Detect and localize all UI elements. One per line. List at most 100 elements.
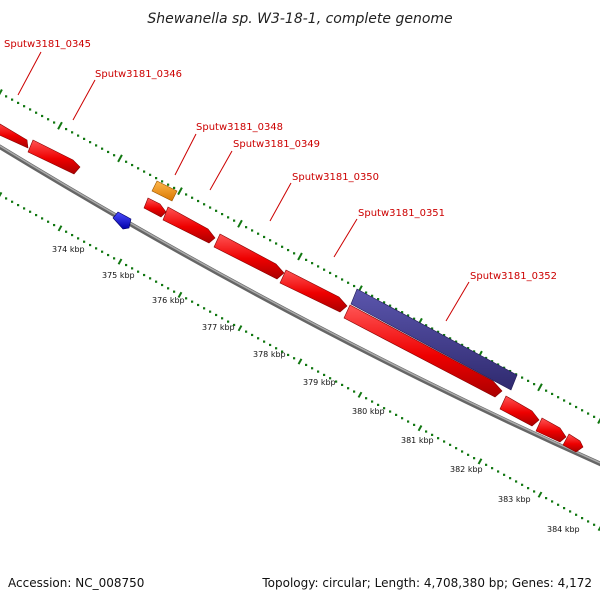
track-dot [437, 437, 440, 440]
track-dot [575, 405, 578, 409]
track-dot [365, 291, 368, 294]
track-dot [491, 467, 494, 470]
track-dot [83, 240, 86, 243]
gene-label-0350[interactable]: Sputw3181_0350 [292, 172, 379, 183]
track-dot [455, 340, 458, 343]
track-dot [467, 347, 470, 350]
purple-feature-bar[interactable] [350, 288, 518, 391]
track-dot [149, 277, 152, 280]
track-major-tick [237, 325, 243, 332]
gene-label-0352[interactable]: Sputw3181_0352 [470, 271, 557, 282]
tick-label-375: 375 kbp [102, 271, 135, 280]
tick-label-376: 376 kbp [152, 296, 185, 305]
track-dot [569, 402, 572, 405]
track-dot [185, 297, 188, 300]
track-dot [425, 430, 428, 433]
track-dot [341, 383, 344, 387]
track-dot [269, 239, 272, 242]
track-dot [449, 443, 452, 446]
track-dot [557, 396, 560, 399]
track-dot [467, 453, 470, 456]
track-dot [317, 265, 320, 268]
tick-label-379: 379 kbp [303, 378, 336, 387]
gene-arrow-0351[interactable] [279, 269, 348, 313]
track-major-tick [0, 191, 3, 198]
track-dot [485, 356, 488, 360]
gene-arrow-small-a[interactable] [143, 197, 167, 218]
track-major-tick [177, 291, 183, 299]
track-dot [377, 403, 380, 406]
track-dot [461, 343, 464, 346]
gene-arrow-small-d[interactable] [562, 433, 584, 453]
track-dot [137, 270, 140, 273]
track-dot [509, 477, 512, 480]
track-dot [275, 242, 278, 245]
track-dot [431, 433, 434, 436]
gene-arrow-0350[interactable] [213, 233, 285, 280]
track-major-tick [357, 391, 363, 398]
label-leader-lines [17, 51, 470, 322]
track-dot [257, 232, 260, 235]
track-dot [77, 237, 80, 240]
track-dot [131, 163, 134, 167]
track-dot [137, 167, 140, 170]
gene-label-0346[interactable]: Sputw3181_0346 [95, 69, 182, 80]
track-dot [11, 200, 14, 203]
gene-arrow-small-c[interactable] [535, 417, 567, 443]
gene-labels: Sputw3181_0345 Sputw3181_0346 Sputw3181_… [4, 39, 557, 282]
track-dot [461, 450, 464, 453]
track-dot [395, 307, 398, 311]
tick-label-384: 384 kbp [547, 525, 580, 534]
track-dot [113, 257, 116, 260]
track-major-tick [117, 258, 123, 265]
track-dot [29, 108, 32, 111]
track-dot [89, 141, 92, 144]
track-dot [107, 150, 110, 154]
track-dot [569, 510, 572, 513]
track-dot [521, 376, 524, 379]
track-dot [515, 480, 518, 483]
track-dot [305, 363, 308, 367]
gene-arrow-0345[interactable] [0, 121, 29, 149]
gene-arrow-small-b[interactable] [499, 395, 540, 427]
track-dot [167, 183, 170, 186]
gene-label-0345[interactable]: Sputw3181_0345 [4, 39, 91, 50]
gene-box-0348[interactable] [151, 180, 178, 202]
gene-label-0351[interactable]: Sputw3181_0351 [358, 208, 445, 219]
track-dot [533, 383, 536, 386]
gene-label-0349[interactable]: Sputw3181_0349 [233, 139, 320, 150]
gene-arrow-0352[interactable] [343, 304, 503, 398]
track-dot [221, 212, 224, 216]
track-dot [353, 390, 356, 393]
track-dot [383, 407, 386, 410]
track-dot [365, 397, 368, 400]
track-dot [335, 275, 338, 278]
track-dot [311, 262, 314, 265]
track-dot [371, 400, 374, 403]
track-dot [47, 118, 50, 121]
track-dot [173, 186, 176, 190]
track-major-tick [57, 121, 63, 130]
outer-dotted-track [0, 89, 600, 424]
track-dot [89, 243, 92, 247]
gene-label-0348[interactable]: Sputw3181_0348 [196, 122, 283, 133]
track-dot [323, 373, 326, 377]
track-dot [227, 216, 230, 219]
track-dot [329, 377, 332, 380]
track-dot [263, 340, 266, 343]
track-dot [287, 248, 290, 252]
tick-label-380: 380 kbp [352, 407, 385, 416]
track-dot [113, 154, 116, 157]
track-dot [251, 333, 254, 337]
track-dot [197, 199, 200, 203]
track-dot [53, 223, 56, 227]
track-dot [35, 111, 38, 114]
track-dot [581, 517, 584, 520]
track-dot [269, 343, 272, 347]
reverse-gene-arrow[interactable] [112, 211, 132, 230]
track-dot [311, 367, 314, 370]
track-dot [35, 213, 38, 217]
gene-arrow-0349[interactable] [162, 206, 216, 244]
gene-arrow-0346[interactable] [27, 139, 81, 175]
